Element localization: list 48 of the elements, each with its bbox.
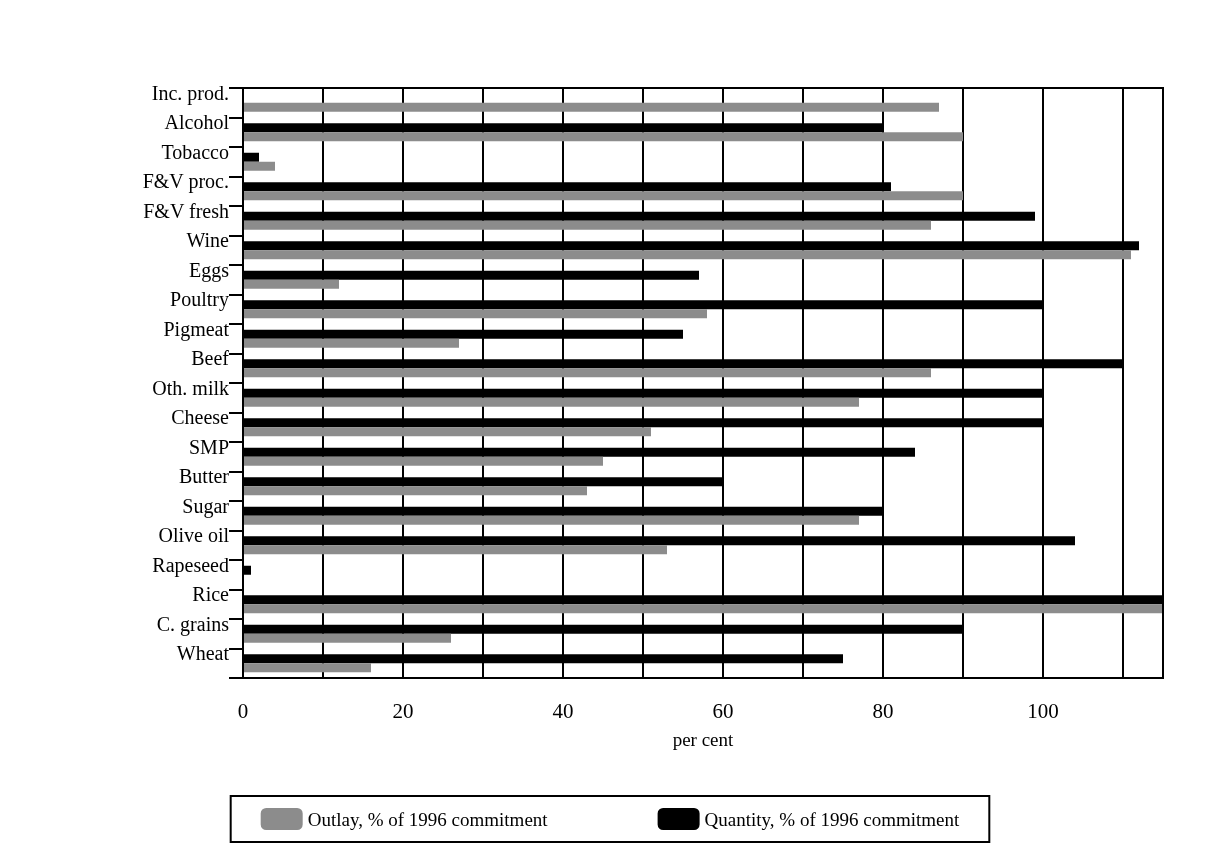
bar [243,633,451,643]
y-tick-label: Cheese [171,406,230,429]
y-tick-label: Rice [192,583,230,606]
bar [243,102,939,112]
y-tick-label: Wine [186,229,230,252]
bar [243,604,1163,614]
bar [243,309,707,319]
legend-label: Quantity, % of 1996 commitment [704,808,961,830]
bar [243,250,1131,260]
y-tick-label: F&V proc. [142,170,229,194]
bar [243,279,339,289]
bar [243,456,603,466]
y-tick-label: Wheat [176,642,230,665]
y-tick-label: SMP [188,435,229,458]
y-tick-label: Tobacco [161,140,229,163]
x-tick-label: 0 [237,698,249,723]
x-tick-label: 80 [872,698,894,723]
y-tick-label: Sugar [182,494,230,518]
bar [243,161,275,171]
y-tick-label: Alcohol [164,111,230,134]
bar [243,397,859,407]
y-tick-label: F&V fresh [143,199,229,222]
y-tick-label: Olive oil [158,524,230,547]
y-tick-label: Beef [191,347,230,370]
bar [243,338,459,348]
bar [243,220,931,230]
x-axis-title: per cent [672,729,735,750]
bar [243,486,587,496]
legend-label: Outlay, % of 1996 commitment [307,808,549,830]
bar [243,545,667,555]
y-tick-label: Pigmeat [163,317,230,341]
y-tick-label: Poultry [170,288,229,312]
y-tick-label: Eggs [189,258,230,282]
bar [243,427,651,437]
bar [243,132,963,142]
y-tick-label: Rapeseed [152,553,229,577]
x-tick-label: 40 [552,698,574,723]
x-tick-label: 20 [392,698,414,723]
y-tick-label: Oth. milk [152,376,229,399]
y-tick-label: Butter [179,465,230,488]
y-tick-label: C. grains [156,612,230,636]
x-tick-label: 100 [1027,698,1059,723]
x-tick-label: 60 [712,698,734,723]
bar [243,515,859,525]
bar [243,368,931,378]
bar [243,191,963,201]
bar [243,663,371,673]
y-tick-label: Inc. prod. [151,81,229,105]
